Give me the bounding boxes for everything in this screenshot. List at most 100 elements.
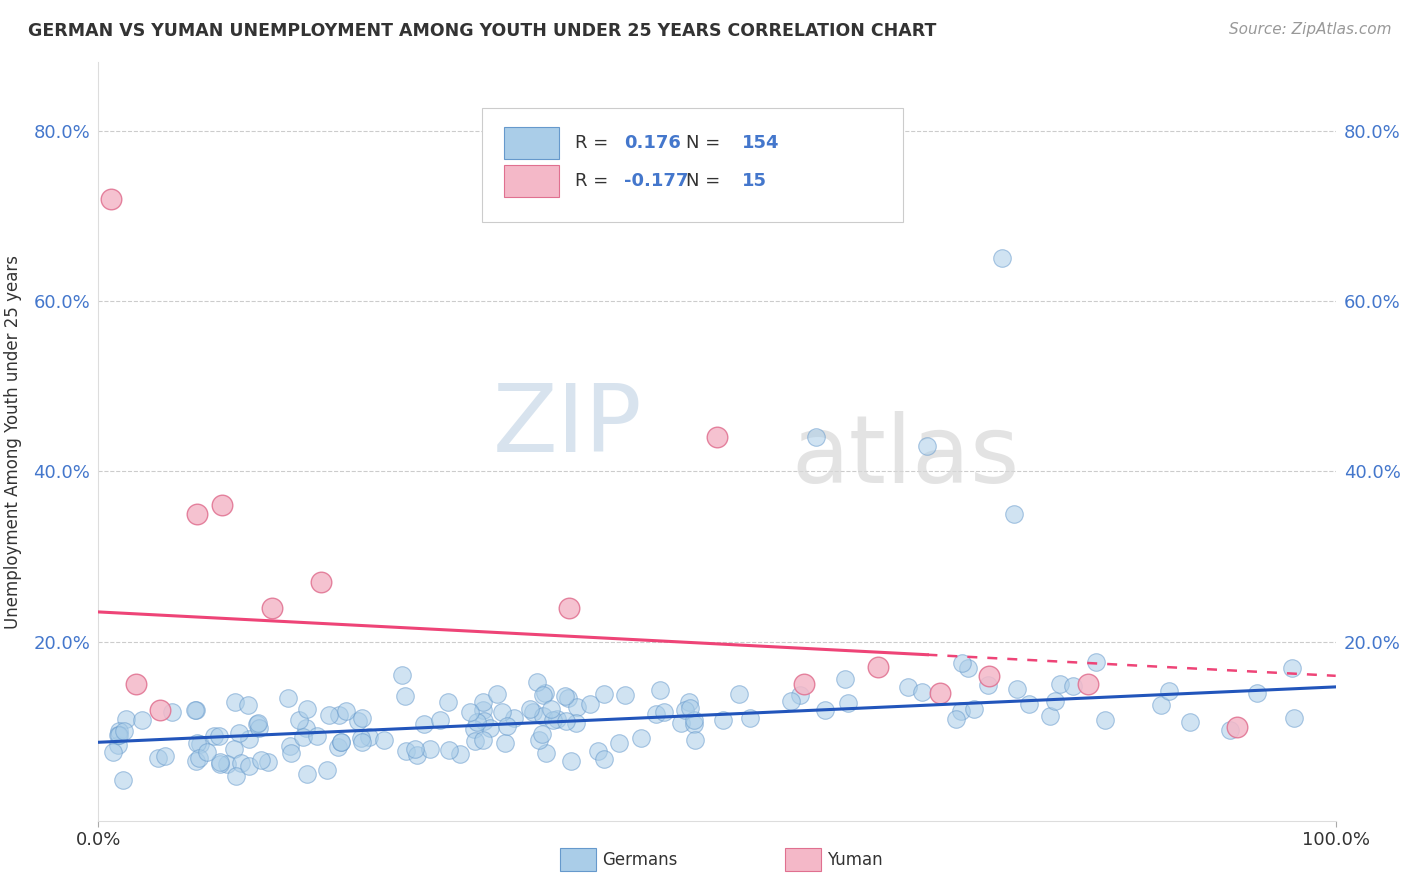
Point (491, 705, 513, 719)
Point (184, 703, 207, 717)
Text: ZIP: ZIP (494, 380, 643, 473)
Point (534, 746, 557, 760)
Point (280, 746, 302, 760)
Point (329, 735, 352, 749)
Point (295, 702, 318, 716)
Point (727, 688, 749, 702)
Point (579, 697, 602, 711)
Point (108, 724, 131, 739)
Point (124, 677, 146, 691)
Text: -0.177: -0.177 (624, 172, 689, 190)
Point (554, 690, 576, 704)
Point (246, 717, 269, 731)
Point (779, 694, 801, 708)
Point (357, 730, 380, 744)
Point (565, 699, 588, 714)
Point (437, 695, 460, 709)
Point (107, 728, 129, 742)
Point (326, 740, 349, 755)
Point (1219, 723, 1241, 737)
Text: Germans: Germans (602, 851, 678, 869)
Point (211, 499, 233, 513)
Text: R =: R = (575, 134, 614, 152)
Point (557, 600, 579, 615)
Point (208, 729, 231, 743)
Point (1077, 677, 1099, 691)
Point (1226, 720, 1249, 734)
Point (224, 742, 246, 756)
Point (315, 763, 337, 777)
Point (413, 717, 436, 731)
Point (957, 661, 980, 675)
Point (101, 745, 124, 759)
Point (1039, 708, 1062, 723)
Point (866, 660, 889, 674)
Point (467, 715, 489, 730)
Point (224, 695, 246, 709)
Point (184, 703, 207, 717)
Point (1049, 676, 1071, 690)
Text: R =: R = (575, 172, 614, 190)
Point (347, 714, 370, 728)
Point (257, 756, 280, 770)
Point (502, 711, 524, 725)
Point (352, 711, 374, 725)
Point (560, 754, 582, 768)
Point (683, 716, 706, 731)
Point (682, 714, 704, 728)
Point (225, 769, 247, 783)
Point (112, 773, 135, 788)
Point (557, 691, 579, 706)
Point (526, 675, 548, 690)
Point (100, 192, 122, 206)
Text: Yuman: Yuman (827, 851, 883, 869)
Point (395, 744, 418, 758)
Point (107, 728, 129, 742)
Y-axis label: Unemployment Among Youth under 25 years: Unemployment Among Youth under 25 years (4, 254, 22, 629)
Point (679, 700, 702, 714)
Point (555, 714, 578, 728)
Point (188, 751, 211, 765)
Point (541, 713, 564, 727)
Point (429, 713, 451, 727)
Text: N =: N = (686, 172, 725, 190)
Point (228, 725, 250, 739)
Point (186, 754, 208, 768)
Point (394, 689, 416, 703)
Point (208, 755, 231, 769)
Point (928, 686, 950, 700)
Point (247, 721, 270, 735)
Point (238, 731, 260, 746)
Point (669, 716, 692, 731)
Point (897, 680, 920, 694)
Point (1282, 711, 1305, 725)
Point (472, 714, 495, 729)
Point (307, 729, 329, 743)
Point (478, 721, 501, 735)
Point (186, 507, 208, 521)
Text: Source: ZipAtlas.com: Source: ZipAtlas.com (1229, 22, 1392, 37)
Point (295, 767, 318, 781)
Point (350, 735, 373, 749)
Point (1062, 679, 1084, 693)
Point (292, 730, 315, 744)
Point (678, 695, 700, 709)
Point (202, 729, 225, 743)
Point (1149, 698, 1171, 712)
Point (793, 677, 815, 691)
Point (1085, 655, 1108, 669)
Point (586, 744, 609, 758)
Point (531, 727, 554, 741)
Point (471, 695, 494, 709)
Point (485, 687, 508, 701)
Point (391, 668, 413, 682)
Point (229, 756, 252, 770)
Point (437, 743, 460, 757)
Point (592, 752, 614, 766)
Point (328, 708, 350, 723)
Point (540, 702, 562, 716)
Point (160, 705, 183, 719)
Point (630, 731, 652, 745)
Point (546, 712, 568, 726)
Point (837, 696, 859, 710)
